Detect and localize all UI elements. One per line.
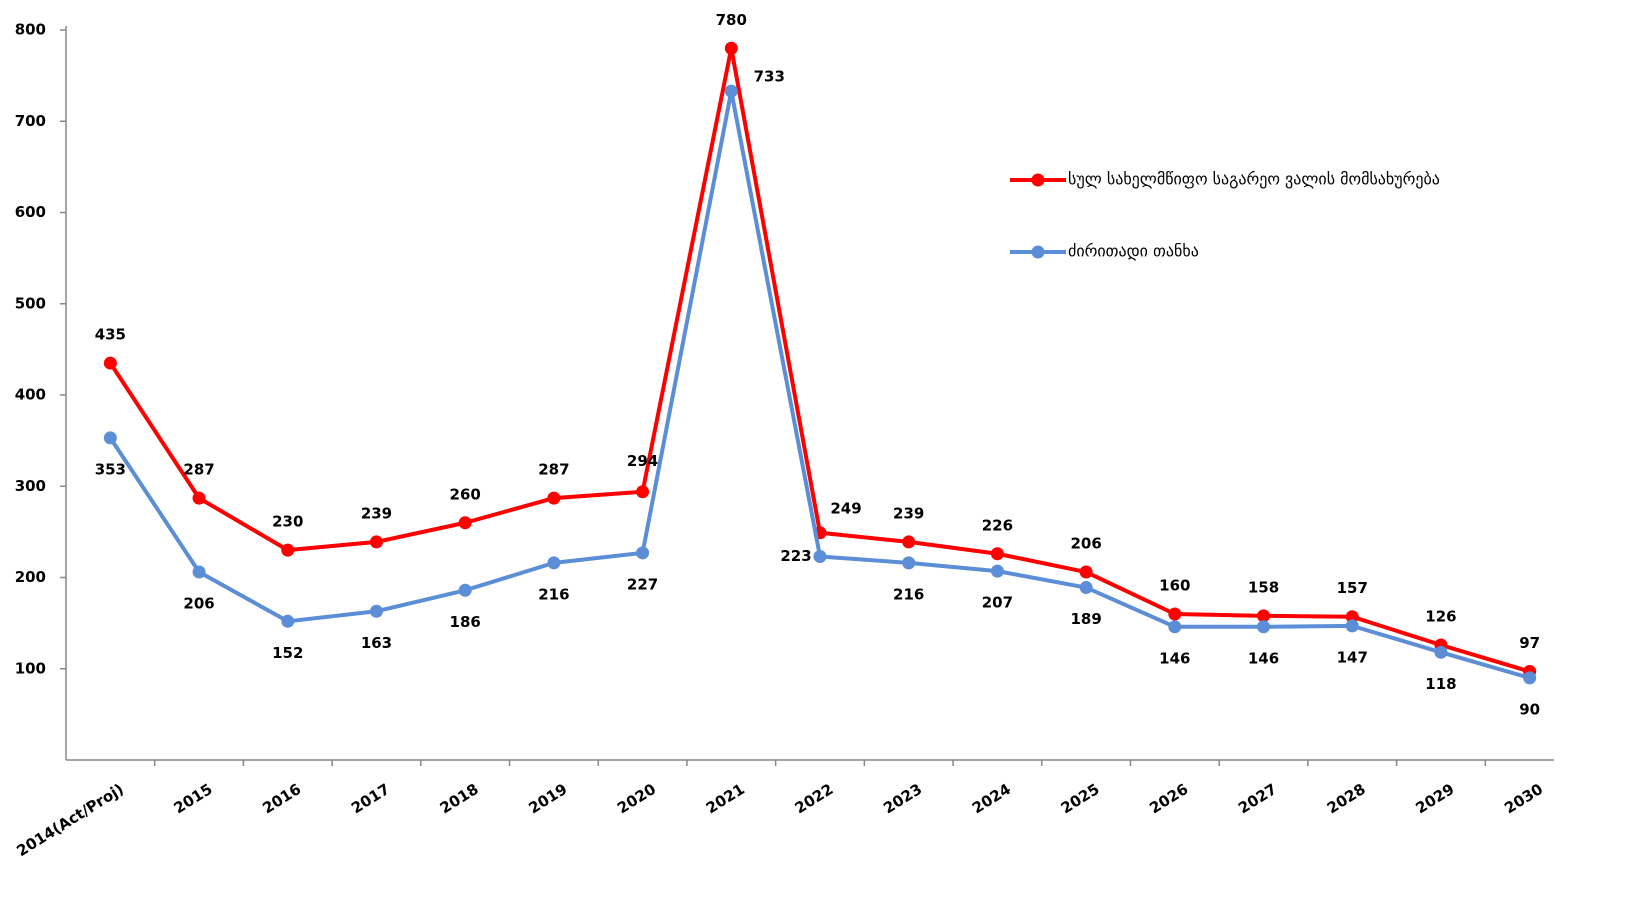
x-tick-label: 2017 [348, 780, 393, 817]
point [458, 583, 472, 597]
point [281, 543, 295, 557]
data-label: 146 [1248, 649, 1279, 667]
data-label: 287 [538, 461, 569, 479]
data-label: 294 [627, 452, 658, 470]
point [192, 491, 206, 505]
data-label: 226 [982, 516, 1013, 534]
y-tick-label: 700 [15, 112, 46, 130]
point [103, 431, 117, 445]
x-tick-label: 2019 [525, 780, 570, 817]
data-label: 260 [450, 485, 481, 503]
point [1079, 565, 1093, 579]
point [192, 565, 206, 579]
y-tick-label: 800 [15, 21, 46, 39]
x-tick-label: 2025 [1058, 780, 1103, 817]
legend-label: სულ სახელმწიფო საგარეო ვალის მომსახურება [1068, 170, 1440, 189]
x-tick-label: 2014(Act/Proj) [13, 780, 126, 860]
data-label: 227 [627, 575, 658, 593]
data-label: 189 [1070, 610, 1101, 628]
data-label: 186 [450, 613, 481, 631]
point [902, 535, 916, 549]
x-tick-label: 2021 [703, 780, 748, 817]
data-label: 249 [830, 499, 861, 517]
x-tick-label: 2023 [880, 780, 925, 817]
data-label: 160 [1159, 577, 1190, 595]
point [990, 547, 1004, 561]
x-tick-label: 2024 [969, 780, 1014, 817]
data-label: 780 [716, 11, 747, 29]
point [1168, 607, 1182, 621]
data-label: 147 [1337, 648, 1368, 666]
data-label: 152 [272, 644, 303, 662]
x-tick-label: 2029 [1413, 780, 1458, 817]
data-label: 216 [538, 585, 569, 603]
data-label: 90 [1519, 700, 1540, 718]
data-label: 239 [893, 504, 924, 522]
legend-label: ძირითადი თანხა [1068, 242, 1199, 261]
data-label: 435 [95, 326, 126, 344]
point [813, 550, 827, 564]
data-label: 223 [780, 547, 811, 565]
data-label: 157 [1337, 579, 1368, 597]
x-tick-label: 2030 [1501, 780, 1546, 817]
y-tick-label: 500 [15, 294, 46, 312]
legend-marker [1031, 173, 1045, 187]
point [1523, 671, 1537, 685]
data-label: 206 [183, 595, 214, 613]
x-tick-label: 2018 [437, 780, 482, 817]
data-label: 287 [183, 461, 214, 479]
point [369, 535, 383, 549]
point [636, 485, 650, 499]
data-label: 146 [1159, 649, 1190, 667]
point [103, 356, 117, 370]
data-label: 230 [272, 513, 303, 531]
data-label: 126 [1425, 608, 1456, 626]
point [1257, 609, 1271, 623]
y-tick-label: 300 [15, 477, 46, 495]
point [636, 546, 650, 560]
point [724, 84, 738, 98]
point [458, 516, 472, 530]
y-tick-label: 100 [15, 659, 46, 677]
point [990, 564, 1004, 578]
x-tick-label: 2028 [1324, 780, 1369, 817]
point [281, 614, 295, 628]
point [1345, 610, 1359, 624]
point [547, 491, 561, 505]
x-tick-label: 2026 [1146, 780, 1191, 817]
data-label: 158 [1248, 578, 1279, 596]
point [1434, 645, 1448, 659]
data-label: 733 [754, 68, 785, 86]
x-tick-label: 2020 [614, 780, 659, 817]
data-label: 239 [361, 504, 392, 522]
data-label: 207 [982, 594, 1013, 612]
point [547, 556, 561, 570]
data-label: 216 [893, 585, 924, 603]
data-label: 163 [361, 634, 392, 652]
y-tick-label: 400 [15, 386, 46, 404]
point [724, 41, 738, 55]
x-tick-label: 2022 [792, 780, 837, 817]
point [1257, 620, 1271, 634]
x-tick-label: 2027 [1235, 780, 1280, 817]
y-tick-label: 200 [15, 568, 46, 586]
series-line [108, 46, 1531, 674]
data-label: 206 [1070, 535, 1101, 553]
data-label: 118 [1425, 675, 1456, 693]
point [902, 556, 916, 570]
point [1079, 581, 1093, 595]
point [369, 604, 383, 618]
data-label: 97 [1519, 634, 1540, 652]
y-tick-label: 600 [15, 203, 46, 221]
x-tick-label: 2016 [259, 780, 304, 817]
point [1168, 620, 1182, 634]
data-label: 353 [95, 460, 126, 478]
legend-marker [1031, 245, 1045, 259]
x-tick-label: 2015 [171, 780, 216, 817]
point [1345, 619, 1359, 633]
